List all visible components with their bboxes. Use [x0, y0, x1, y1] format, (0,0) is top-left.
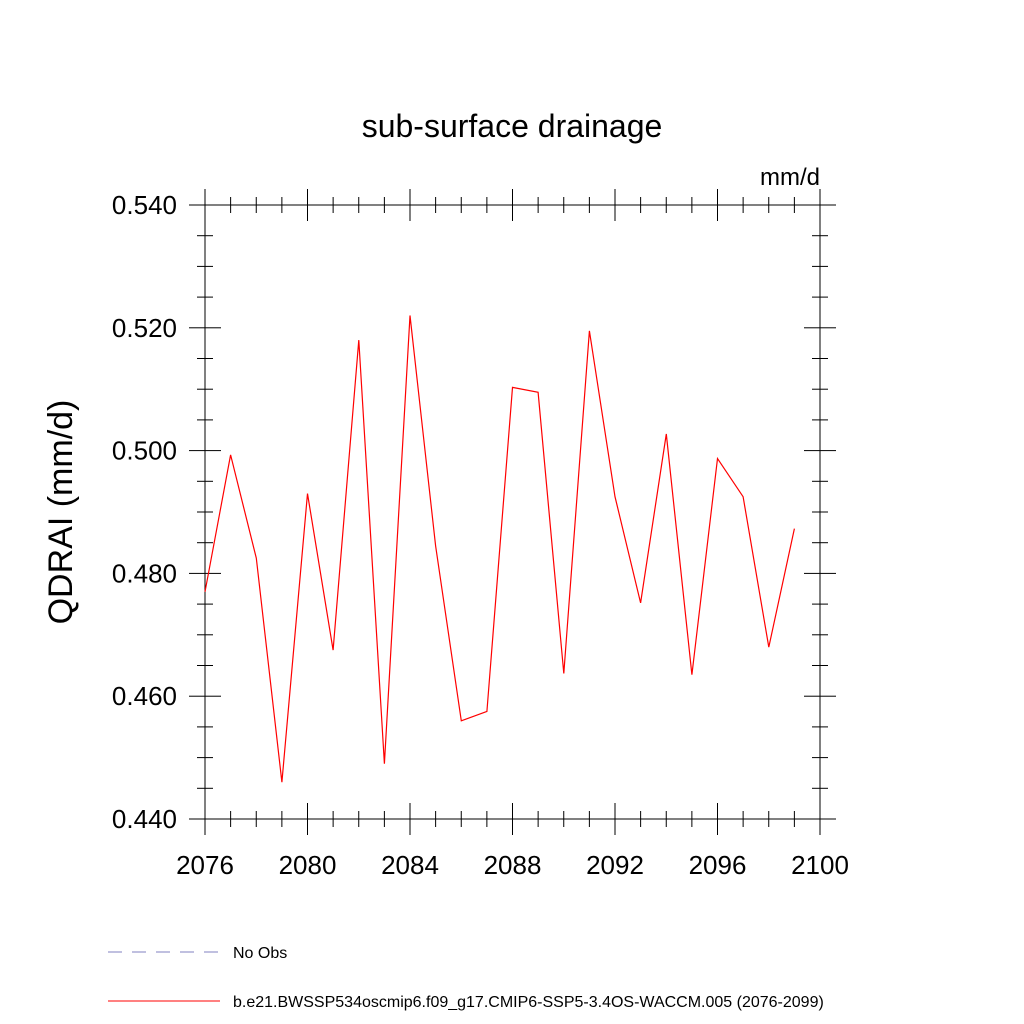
data-point: [691, 674, 692, 675]
x-tick-label: 2096: [689, 850, 747, 880]
legend: No Obs b.e21.BWSSP534oscmip6.f09_g17.CMIP…: [108, 945, 824, 1011]
y-tick-label: 0.440: [112, 804, 177, 834]
chart-title: sub-surface drainage: [362, 108, 663, 144]
y-tick-label: 0.460: [112, 681, 177, 711]
y-tick-label: 0.520: [112, 313, 177, 343]
data-point: [563, 673, 564, 674]
data-point: [666, 433, 667, 434]
y-tick-label: 0.500: [112, 436, 177, 466]
data-point: [435, 545, 436, 546]
data-point: [614, 496, 615, 497]
plot-frame: [204, 204, 821, 820]
legend-label: b.e21.BWSSP534oscmip6.f09_g17.CMIP6-SSP5…: [233, 994, 824, 1011]
x-tick-label: 2088: [484, 850, 542, 880]
data-point: [358, 339, 359, 340]
units-label: mm/d: [760, 164, 820, 191]
series-line-1: [204, 315, 795, 783]
data-point: [512, 387, 513, 388]
data-point: [743, 496, 744, 497]
data-point: [768, 646, 769, 647]
y-tick-label: 0.540: [112, 190, 177, 220]
data-point: [589, 330, 590, 331]
data-point: [409, 315, 410, 316]
data-point: [204, 591, 205, 592]
data-point: [230, 454, 231, 455]
data-point: [256, 557, 257, 558]
data-point: [307, 493, 308, 494]
axis-ticks: [189, 189, 836, 835]
x-tick-label: 2080: [279, 850, 337, 880]
data-point: [538, 392, 539, 393]
legend-label: No Obs: [233, 945, 287, 962]
data-point: [384, 763, 385, 764]
data-point: [281, 782, 282, 783]
x-tick-label: 2084: [381, 850, 439, 880]
tick-labels: 2076 2080 2084 2088 2092 2096 2100 0.440 0.460 0.…: [112, 190, 849, 880]
x-tick-label: 2076: [176, 850, 234, 880]
data-point: [486, 711, 487, 712]
y-tick-label: 0.480: [112, 558, 177, 588]
series-group: [204, 315, 795, 783]
data-point: [333, 650, 334, 651]
data-point: [640, 602, 641, 603]
data-point: [461, 720, 462, 721]
data-point: [717, 458, 718, 459]
data-point: [794, 528, 795, 529]
x-tick-label: 2100: [791, 850, 849, 880]
y-axis-label: QDRAI (mm/d): [42, 400, 80, 625]
x-tick-label: 2092: [586, 850, 644, 880]
